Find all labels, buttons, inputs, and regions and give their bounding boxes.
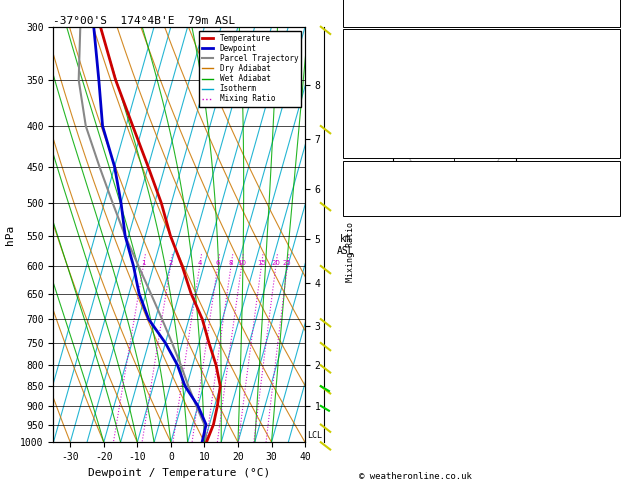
Text: 25: 25: [283, 260, 292, 266]
Text: 302: 302: [598, 89, 616, 99]
Text: Dewp (°C): Dewp (°C): [348, 107, 401, 117]
Text: -37°00'S  174°4B'E  79m ASL: -37°00'S 174°4B'E 79m ASL: [53, 16, 236, 26]
Text: Mixing Ratio (g/kg): Mixing Ratio (g/kg): [346, 187, 355, 282]
Text: θₑ(K): θₑ(K): [348, 89, 377, 99]
Text: kt: kt: [397, 44, 407, 52]
Text: 8: 8: [229, 260, 233, 266]
Text: 1: 1: [141, 260, 145, 266]
Text: 48: 48: [604, 184, 616, 193]
Text: Lifted Index: Lifted Index: [348, 70, 418, 80]
Text: Temp (°C): Temp (°C): [348, 126, 401, 136]
Text: CAPE (J): CAPE (J): [348, 52, 395, 62]
Text: 10: 10: [237, 260, 246, 266]
Legend: Temperature, Dewpoint, Parcel Trajectory, Dry Adiabat, Wet Adiabat, Isotherm, Mi: Temperature, Dewpoint, Parcel Trajectory…: [199, 31, 301, 106]
Text: 29.04.2024  21GMT  (Base: 06): 29.04.2024 21GMT (Base: 06): [343, 15, 549, 28]
Text: © weatheronline.co.uk: © weatheronline.co.uk: [359, 472, 471, 481]
Text: Surface: Surface: [460, 144, 502, 154]
Text: 6: 6: [216, 260, 220, 266]
Text: Most Unstable: Most Unstable: [443, 13, 520, 22]
Text: 20: 20: [272, 260, 281, 266]
Text: 10.6: 10.6: [593, 126, 616, 136]
Text: 4: 4: [198, 260, 202, 266]
Text: 850: 850: [598, 0, 616, 4]
Text: LCL: LCL: [308, 431, 323, 440]
Text: 10: 10: [604, 202, 616, 212]
Text: 2: 2: [169, 260, 173, 266]
Text: 9.3: 9.3: [598, 107, 616, 117]
Text: 1.76: 1.76: [593, 165, 616, 175]
Y-axis label: hPa: hPa: [4, 225, 14, 244]
Text: K: K: [348, 202, 353, 212]
Text: Totals Totals: Totals Totals: [348, 184, 424, 193]
Text: CIN (J): CIN (J): [348, 34, 389, 43]
Text: 0: 0: [610, 52, 616, 62]
X-axis label: Dewpoint / Temperature (°C): Dewpoint / Temperature (°C): [88, 468, 270, 478]
Text: 15: 15: [257, 260, 266, 266]
Y-axis label: km
ASL: km ASL: [337, 235, 355, 256]
Text: 0: 0: [610, 34, 616, 43]
Text: Pressure (mb): Pressure (mb): [348, 0, 424, 4]
Text: PW (cm): PW (cm): [348, 165, 389, 175]
Text: 8: 8: [610, 70, 616, 80]
